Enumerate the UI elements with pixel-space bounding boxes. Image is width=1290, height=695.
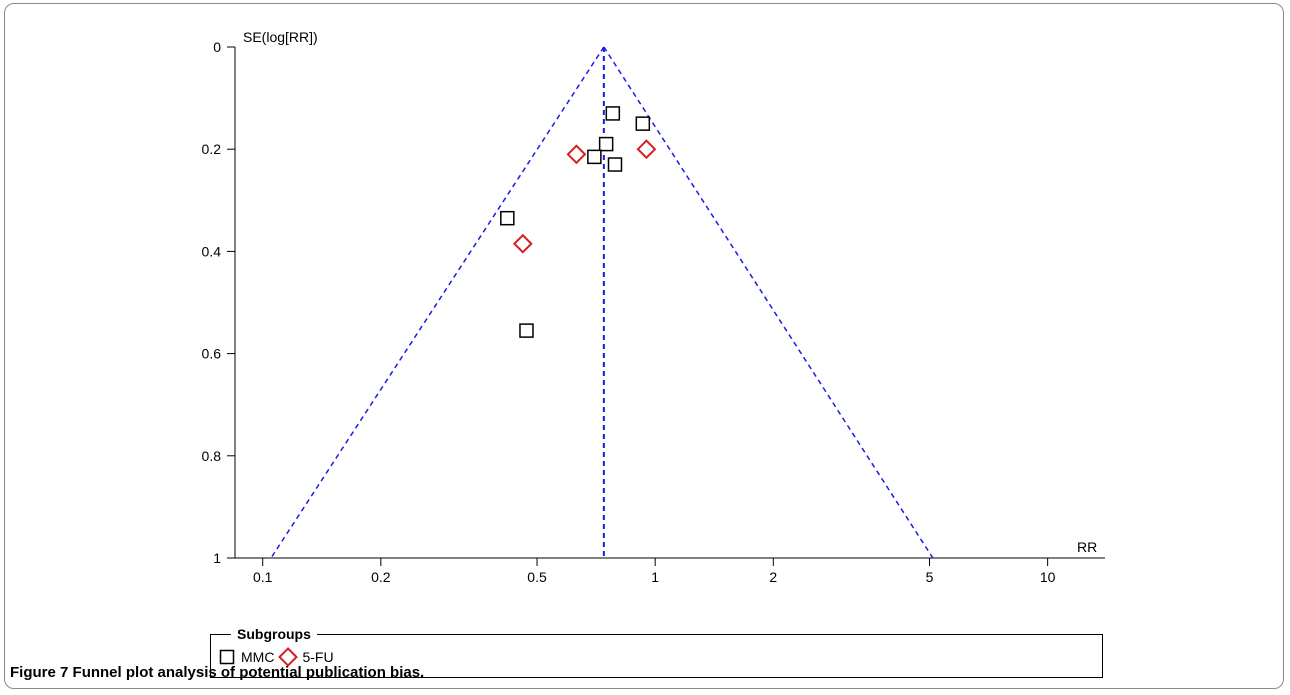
funnel-plot: 0 0.2 0.4 0.6 0.8 1 0.1 0.2 0.5 1 2 5 10 SE(log[RR]) R… <box>202 29 1105 585</box>
legend-label: 5-FU <box>302 649 334 665</box>
fu-point <box>512 233 533 254</box>
x-axis-title: RR <box>1077 539 1097 555</box>
mmc-point <box>519 323 534 338</box>
mmc-point <box>635 116 651 131</box>
mmc-point <box>607 157 623 172</box>
legend-title: Subgroups <box>231 625 317 643</box>
y-tick-label: 0.2 <box>202 141 222 157</box>
x-tick-label: 2 <box>769 569 777 585</box>
fu-point <box>636 139 657 160</box>
data-points <box>500 106 657 338</box>
figure-caption-text: Funnel plot analysis of potential public… <box>72 664 425 681</box>
figure-caption: Figure 7 Funnel plot analysis of potenti… <box>10 664 424 681</box>
mmc-point <box>598 136 614 152</box>
funnel-right-line <box>603 46 934 559</box>
y-tick-label: 1 <box>213 550 221 566</box>
axes: 0 0.2 0.4 0.6 0.8 1 0.1 0.2 0.5 1 2 5 10 SE(log[RR]) R… <box>202 29 1105 585</box>
mmc-point <box>587 149 602 165</box>
x-tick-label: 0.1 <box>253 569 273 585</box>
y-tick-label: 0 <box>213 39 221 55</box>
figure-frame <box>4 3 1284 689</box>
legend-item-mmc: MMC <box>217 647 274 667</box>
legend: Subgroups MMC 5-FU <box>210 625 1103 678</box>
y-tick-label: 0.6 <box>202 346 222 362</box>
figure-number: Figure 7 <box>10 664 69 681</box>
y-tick-label: 0.4 <box>202 243 222 259</box>
y-tick-label: 0.8 <box>202 448 222 464</box>
funnel-lines <box>270 46 934 559</box>
x-tick-label: 0.2 <box>371 569 391 585</box>
x-tick-label: 1 <box>651 569 659 585</box>
square-marker-icon <box>219 649 235 665</box>
fu-point <box>566 144 587 165</box>
mmc-point <box>500 210 515 226</box>
legend-items: MMC 5-FU <box>217 647 338 667</box>
mmc-point <box>605 106 621 121</box>
funnel-left-line <box>270 46 605 559</box>
diamond-marker-icon <box>278 647 299 667</box>
legend-item-5-fu: 5-FU <box>278 647 334 667</box>
x-tick-label: 0.5 <box>527 569 547 585</box>
legend-label: MMC <box>241 649 275 665</box>
x-tick-label: 5 <box>926 569 934 585</box>
x-tick-label: 10 <box>1040 569 1056 585</box>
y-axis-title: SE(log[RR]) <box>243 29 318 45</box>
